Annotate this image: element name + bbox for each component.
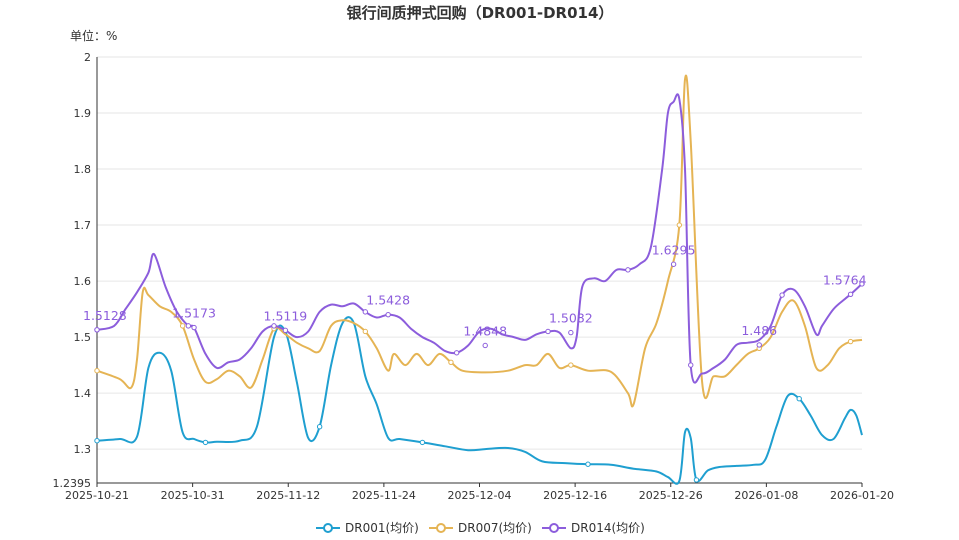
labeled-point-dr014 bbox=[568, 329, 574, 336]
x-tick-label: 2026-01-20 bbox=[830, 489, 894, 502]
x-tick-label: 2025-12-16 bbox=[543, 489, 607, 502]
y-tick-label: 1.6 bbox=[74, 275, 92, 288]
legend-label: DR014(均价) bbox=[571, 521, 645, 535]
data-label-dr014: 1.486 bbox=[741, 323, 777, 338]
y-tick-label: 1.4 bbox=[74, 387, 92, 400]
x-tick-label: 2025-11-24 bbox=[352, 489, 416, 502]
chart-title: 银行间质押式回购（DR001-DR014） bbox=[347, 4, 614, 22]
labeled-point-dr014 bbox=[670, 261, 677, 267]
data-point-dr001 bbox=[419, 439, 426, 446]
legend-marker bbox=[549, 523, 559, 533]
data-label-dr014: 1.6295 bbox=[652, 242, 696, 257]
x-tick-label: 2025-12-26 bbox=[639, 489, 703, 502]
legend-item-dr007[interactable]: DR007(均价) bbox=[429, 521, 532, 535]
labeled-point-dr014 bbox=[94, 327, 100, 333]
data-point-dr014 bbox=[625, 267, 631, 273]
labeled-point-dr014 bbox=[482, 342, 488, 349]
data-point-dr007 bbox=[448, 359, 454, 365]
labeled-point-dr014 bbox=[282, 327, 289, 334]
data-point-dr007 bbox=[362, 328, 369, 335]
y-tick-label: 2 bbox=[84, 51, 91, 64]
data-point-dr007 bbox=[676, 222, 683, 228]
x-tick-label: 2025-10-21 bbox=[65, 489, 129, 502]
labeled-point-dr014 bbox=[385, 311, 391, 318]
data-point-dr001 bbox=[585, 461, 591, 467]
plot-area: 1.5128 1.5173 1.5119 1.5428 1.4848 1.5082 1.62… bbox=[83, 74, 867, 485]
data-point-dr001 bbox=[693, 477, 700, 483]
data-point-dr014 bbox=[545, 328, 551, 335]
grid bbox=[97, 56, 862, 450]
data-label-dr014: 1.5128 bbox=[83, 308, 127, 323]
data-point-dr001 bbox=[796, 395, 802, 402]
x-tick-label: 2025-11-12 bbox=[256, 489, 320, 502]
y-tick-label: 1.9 bbox=[74, 107, 92, 120]
y-tick-label: 1.7 bbox=[74, 219, 92, 232]
data-point-dr007 bbox=[568, 362, 574, 368]
labeled-point-dr014 bbox=[191, 324, 197, 331]
y-tick-label: 1.5 bbox=[74, 331, 92, 344]
legend-label: DR001(均价) bbox=[345, 521, 419, 535]
data-point-dr014 bbox=[453, 350, 460, 356]
data-label-dr014: 1.5764 bbox=[823, 272, 867, 287]
series-line-dr014 bbox=[96, 93, 863, 384]
data-point-dr001 bbox=[202, 439, 209, 446]
legend[interactable]: DR001(均价) DR007(均价) DR014(均价) bbox=[316, 521, 645, 535]
y-axis: 1.2395 1.3 1.4 1.5 1.6 1.7 1.8 1.9 2 bbox=[53, 51, 98, 490]
x-tick-label: 2026-01-08 bbox=[734, 489, 798, 502]
legend-item-dr001[interactable]: DR001(均价) bbox=[316, 521, 419, 535]
unit-label: 单位：% bbox=[70, 28, 117, 43]
x-tick-label: 2025-10-31 bbox=[161, 489, 225, 502]
y-tick-label: 1.2395 bbox=[53, 477, 92, 490]
data-label-dr014: 1.5428 bbox=[366, 293, 410, 308]
data-label-dr014: 1.5082 bbox=[549, 311, 593, 326]
data-point-dr014 bbox=[688, 362, 694, 368]
series-line-dr001 bbox=[96, 316, 863, 485]
data-point-dr014 bbox=[271, 323, 277, 329]
data-point-dr014 bbox=[859, 281, 865, 287]
data-point-dr007 bbox=[94, 367, 100, 374]
legend-marker bbox=[323, 523, 333, 533]
labeled-point-dr014 bbox=[847, 291, 854, 297]
x-axis: 2025-10-21 2025-10-31 2025-11-12 2025-11-24… bbox=[65, 482, 894, 502]
legend-marker bbox=[436, 523, 446, 533]
labeled-point-dr014 bbox=[756, 342, 762, 348]
data-point-dr014 bbox=[779, 292, 785, 298]
data-label-dr014: 1.4848 bbox=[463, 323, 507, 338]
data-point-dr001 bbox=[94, 438, 100, 444]
data-label-dr014: 1.5119 bbox=[264, 308, 308, 323]
y-tick-label: 1.8 bbox=[74, 163, 92, 176]
data-point-dr001 bbox=[316, 424, 323, 430]
data-point-dr007 bbox=[847, 338, 854, 345]
data-point-dr014 bbox=[185, 323, 192, 329]
legend-item-dr014[interactable]: DR014(均价) bbox=[542, 521, 645, 535]
data-point-dr007 bbox=[179, 323, 186, 329]
y-tick-label: 1.3 bbox=[74, 443, 92, 456]
x-tick-label: 2025-12-04 bbox=[448, 489, 512, 502]
series-line-dr007 bbox=[96, 74, 863, 408]
data-label-dr014: 1.5173 bbox=[172, 306, 216, 321]
legend-label: DR007(均价) bbox=[458, 521, 532, 535]
data-point-dr014 bbox=[362, 309, 369, 315]
